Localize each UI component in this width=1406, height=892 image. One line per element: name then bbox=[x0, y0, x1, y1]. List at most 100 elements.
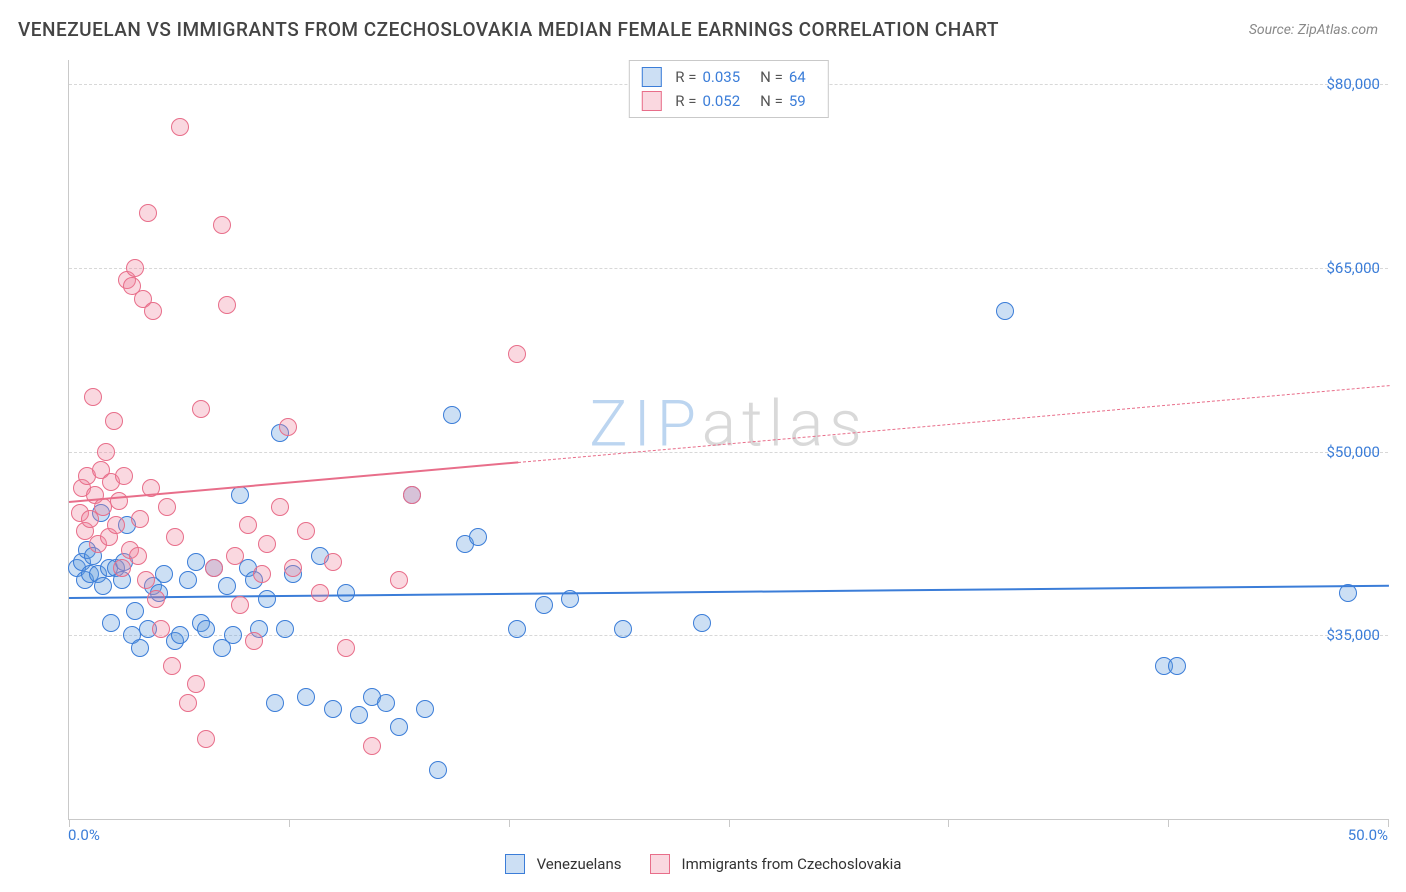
data-point bbox=[508, 345, 526, 363]
data-point bbox=[258, 535, 276, 553]
data-point bbox=[614, 620, 632, 638]
legend-swatch bbox=[505, 854, 525, 874]
data-point bbox=[171, 626, 189, 644]
data-point bbox=[996, 302, 1014, 320]
data-point bbox=[126, 259, 144, 277]
data-point bbox=[416, 700, 434, 718]
x-tick bbox=[289, 819, 290, 827]
trend-line bbox=[69, 462, 518, 504]
data-point bbox=[324, 553, 342, 571]
n-label: N = bbox=[760, 65, 783, 89]
legend-item: Immigrants from Czechoslovakia bbox=[650, 854, 902, 874]
gridline bbox=[69, 635, 1388, 636]
data-point bbox=[429, 761, 447, 779]
chart-container: Median Female Earnings ZIPatlas R =0.035… bbox=[50, 60, 1388, 850]
data-point bbox=[271, 498, 289, 516]
data-point bbox=[197, 620, 215, 638]
data-point bbox=[144, 302, 162, 320]
legend-row: R =0.052N =59 bbox=[641, 89, 815, 113]
x-axis-max-label: 50.0% bbox=[1348, 826, 1388, 844]
data-point bbox=[469, 528, 487, 546]
r-value: 0.052 bbox=[702, 89, 740, 113]
data-point bbox=[84, 388, 102, 406]
r-value: 0.035 bbox=[702, 65, 740, 89]
x-tick bbox=[1388, 819, 1389, 827]
x-tick bbox=[1168, 819, 1169, 827]
x-tick bbox=[729, 819, 730, 827]
data-point bbox=[105, 412, 123, 430]
data-point bbox=[276, 620, 294, 638]
data-point bbox=[94, 577, 112, 595]
data-point bbox=[218, 296, 236, 314]
series-legend: Venezuelans Immigrants from Czechoslovaki… bbox=[0, 854, 1406, 878]
watermark-atlas: atlas bbox=[702, 387, 868, 462]
correlation-legend: R =0.035N =64R =0.052N =59 bbox=[628, 60, 828, 118]
data-point bbox=[403, 486, 421, 504]
data-point bbox=[113, 559, 131, 577]
data-point bbox=[129, 547, 147, 565]
data-point bbox=[390, 571, 408, 589]
n-label: N = bbox=[760, 89, 783, 113]
data-point bbox=[258, 590, 276, 608]
n-value: 59 bbox=[789, 89, 806, 113]
data-point bbox=[224, 626, 242, 644]
data-point bbox=[163, 657, 181, 675]
data-point bbox=[152, 620, 170, 638]
watermark: ZIPatlas bbox=[589, 387, 867, 462]
data-point bbox=[377, 694, 395, 712]
data-point bbox=[131, 639, 149, 657]
data-point bbox=[107, 516, 125, 534]
data-point bbox=[166, 528, 184, 546]
data-point bbox=[192, 400, 210, 418]
x-axis-min-label: 0.0% bbox=[68, 826, 100, 844]
gridline bbox=[69, 452, 1388, 453]
data-point bbox=[337, 584, 355, 602]
data-point bbox=[187, 675, 205, 693]
data-point bbox=[137, 571, 155, 589]
data-point bbox=[110, 492, 128, 510]
data-point bbox=[179, 694, 197, 712]
data-point bbox=[279, 418, 297, 436]
n-value: 64 bbox=[789, 65, 806, 89]
data-point bbox=[213, 216, 231, 234]
y-tick-label: $65,000 bbox=[1326, 259, 1380, 277]
chart-title: VENEZUELAN VS IMMIGRANTS FROM CZECHOSLOV… bbox=[18, 18, 999, 41]
data-point bbox=[324, 700, 342, 718]
data-point bbox=[363, 737, 381, 755]
data-point bbox=[535, 596, 553, 614]
y-tick-label: $35,000 bbox=[1326, 626, 1380, 644]
data-point bbox=[197, 730, 215, 748]
source-attribution: Source: ZipAtlas.com bbox=[1249, 22, 1378, 38]
data-point bbox=[1168, 657, 1186, 675]
data-point bbox=[245, 632, 263, 650]
x-tick bbox=[509, 819, 510, 827]
data-point bbox=[158, 498, 176, 516]
gridline bbox=[69, 268, 1388, 269]
data-point bbox=[443, 406, 461, 424]
data-point bbox=[97, 443, 115, 461]
legend-swatch bbox=[650, 854, 670, 874]
y-tick-label: $80,000 bbox=[1326, 75, 1380, 93]
x-tick bbox=[948, 819, 949, 827]
data-point bbox=[205, 559, 223, 577]
data-point bbox=[139, 204, 157, 222]
data-point bbox=[155, 565, 173, 583]
data-point bbox=[131, 510, 149, 528]
data-point bbox=[284, 559, 302, 577]
data-point bbox=[102, 614, 120, 632]
data-point bbox=[297, 688, 315, 706]
legend-swatch bbox=[641, 91, 661, 111]
data-point bbox=[508, 620, 526, 638]
data-point bbox=[187, 553, 205, 571]
data-point bbox=[311, 584, 329, 602]
legend-swatch bbox=[641, 67, 661, 87]
data-point bbox=[226, 547, 244, 565]
legend-label: Immigrants from Czechoslovakia bbox=[682, 855, 902, 873]
legend-label: Venezuelans bbox=[537, 855, 622, 873]
data-point bbox=[239, 516, 257, 534]
data-point bbox=[350, 706, 368, 724]
data-point bbox=[693, 614, 711, 632]
r-label: R = bbox=[675, 65, 696, 89]
data-point bbox=[266, 694, 284, 712]
data-point bbox=[115, 467, 133, 485]
